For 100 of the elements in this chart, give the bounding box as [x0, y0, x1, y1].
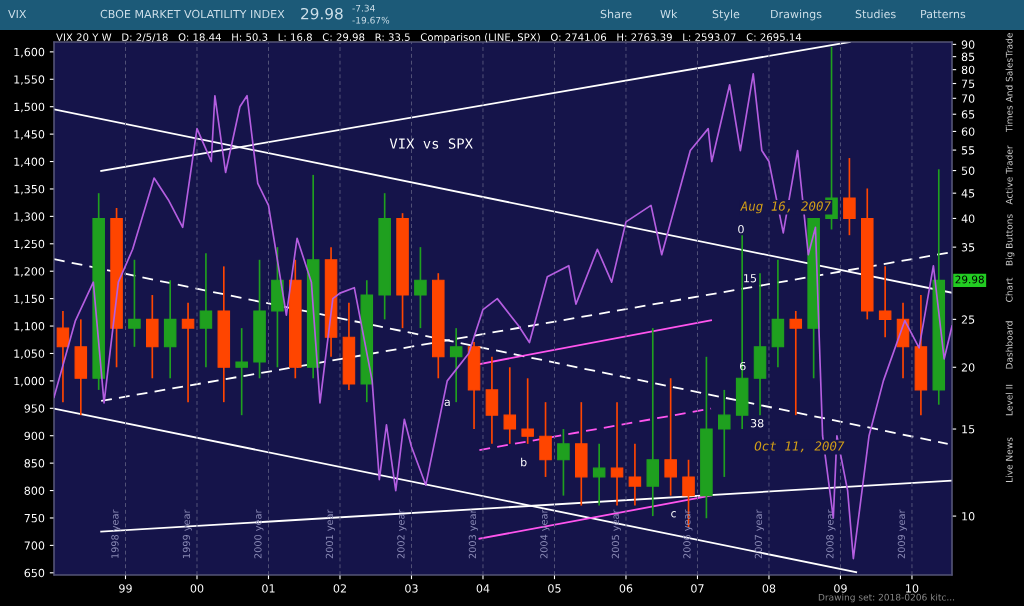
x-tick-label: 01 [262, 584, 275, 593]
annotation: 2007 year [754, 509, 764, 559]
text: Trade [1005, 33, 1013, 58]
y-tick-label: 1,050 [14, 349, 45, 359]
y-tick-label: 900 [24, 431, 45, 441]
y-tick-label: 1,400 [14, 157, 45, 168]
annotation: 2005 year [611, 509, 621, 559]
y-tick-label: 850 [24, 459, 45, 468]
y2-tick-label: 10 [962, 512, 975, 521]
text: Active Trader [1005, 145, 1013, 205]
chart-subtitle: VIX 20 Y W D: 2/5/18 O: 18.44 H: 50.3 L: 16.8 C: 29.98 R: 33.5 Comparison (LINE, SPX) O: 2741.06 H: 2763.39 L: 2593.07 C: 2695.14 [56, 33, 802, 43]
y2-tick-label: 75 [961, 79, 975, 88]
text: Level II [1005, 384, 1013, 416]
x-tick-label: 02 [333, 584, 346, 593]
annotation: 2009 year [897, 509, 907, 559]
y2-tick-label: 80 [961, 65, 975, 75]
candlestick [718, 389, 731, 478]
candlestick [664, 377, 677, 497]
annotation: 2001 year [325, 509, 335, 559]
x-tick-label: 99 [119, 584, 132, 593]
annotation: 38 [750, 418, 764, 428]
candlestick [592, 443, 606, 507]
text: CBOE MARKET VOLATILITY INDEX [100, 9, 285, 19]
text: VIX vs SPX [389, 138, 473, 149]
text: Dashboard [1005, 321, 1013, 369]
candlestick [628, 443, 642, 507]
annotation: c [671, 511, 676, 518]
x-tick-label: 03 [405, 584, 418, 593]
y2-tick-label: 25 [961, 315, 975, 324]
candlestick [199, 252, 213, 369]
x-tick-label: 10 [906, 584, 919, 593]
annotation: 2008 year [826, 509, 836, 559]
annotation: 2000 year [254, 509, 264, 559]
y2-tick-label: 85 [961, 52, 975, 62]
annotation: b [521, 457, 527, 467]
y-tick-label: 1,500 [14, 102, 45, 113]
text: Wk [660, 9, 678, 19]
text: -19.67% [352, 16, 390, 24]
text: Drawings [771, 9, 822, 21]
annotation: 0 [738, 224, 744, 234]
candlestick [843, 157, 856, 237]
text: -7.34 [352, 4, 375, 12]
text: Style [712, 9, 740, 21]
candlestick [56, 310, 70, 403]
x-tick-label: 08 [762, 584, 776, 593]
text: Patterns [921, 9, 966, 19]
y-tick-label: 1,550 [14, 75, 45, 85]
text: Chart [1005, 277, 1013, 302]
candlestick [557, 428, 570, 497]
y-tick-label: 650 [24, 568, 45, 578]
y-tick-label: 800 [24, 486, 45, 495]
annotation: a [444, 399, 450, 407]
candlestick [610, 401, 624, 507]
candlestick [521, 377, 534, 445]
y-tick-label: 1,250 [14, 239, 45, 250]
annotation: 2004 year [540, 509, 550, 559]
text: Share [600, 9, 632, 19]
x-tick-label: 09 [834, 584, 847, 593]
y2-tick-label: 20 [961, 363, 975, 372]
candlestick [128, 258, 141, 348]
y-tick-label: 1,350 [14, 184, 45, 195]
candlestick [539, 401, 552, 478]
y-tick-label: 700 [24, 541, 45, 550]
text: Big Buttons [1005, 214, 1015, 266]
x-tick-label: 00 [190, 584, 204, 593]
y-tick-label: 1,600 [14, 47, 45, 58]
y2-tick-label: 45 [961, 189, 975, 198]
annotation: 1998 year [111, 509, 121, 558]
y2-tick-label: 70 [961, 94, 975, 103]
candlestick [449, 327, 463, 403]
y-tick-label: 1,150 [14, 294, 45, 305]
text: Studies [855, 9, 896, 19]
annotation: 2006 year [683, 509, 693, 559]
y-tick-label: 750 [24, 513, 45, 523]
x-tick-label: 04 [476, 584, 490, 593]
x-tick-label: 05 [548, 584, 561, 593]
annotation: 15 [744, 274, 757, 283]
annotation: 2003 year [468, 509, 478, 559]
x-tick-label: 07 [691, 584, 704, 593]
candlestick [414, 246, 427, 329]
y2-tick-label: 50 [961, 166, 975, 175]
y2-tick-label: 55 [961, 146, 975, 155]
text: 29.98 [301, 7, 343, 20]
y2-tick-label: 15 [962, 425, 975, 434]
annotation: Oct 11, 2007 [754, 441, 845, 453]
y-tick-label: 1,100 [14, 322, 45, 332]
y2-tick-label: 40 [961, 214, 975, 223]
candlestick [235, 327, 248, 417]
text: VIX [8, 9, 27, 19]
y-tick-label: 950 [24, 404, 45, 413]
annotation: Aug 16, 2007 [740, 201, 831, 214]
text: Times And Sales [1005, 58, 1013, 133]
y2-tick-label: 65 [961, 110, 975, 119]
y2-tick-label: 60 [961, 127, 975, 136]
candlestick [181, 302, 195, 403]
y-tick-label: 1,000 [14, 376, 45, 387]
text: Live News [1005, 437, 1013, 482]
candlestick [789, 310, 803, 417]
y-tick-label: 1,300 [14, 212, 45, 222]
candlestick [503, 366, 517, 445]
